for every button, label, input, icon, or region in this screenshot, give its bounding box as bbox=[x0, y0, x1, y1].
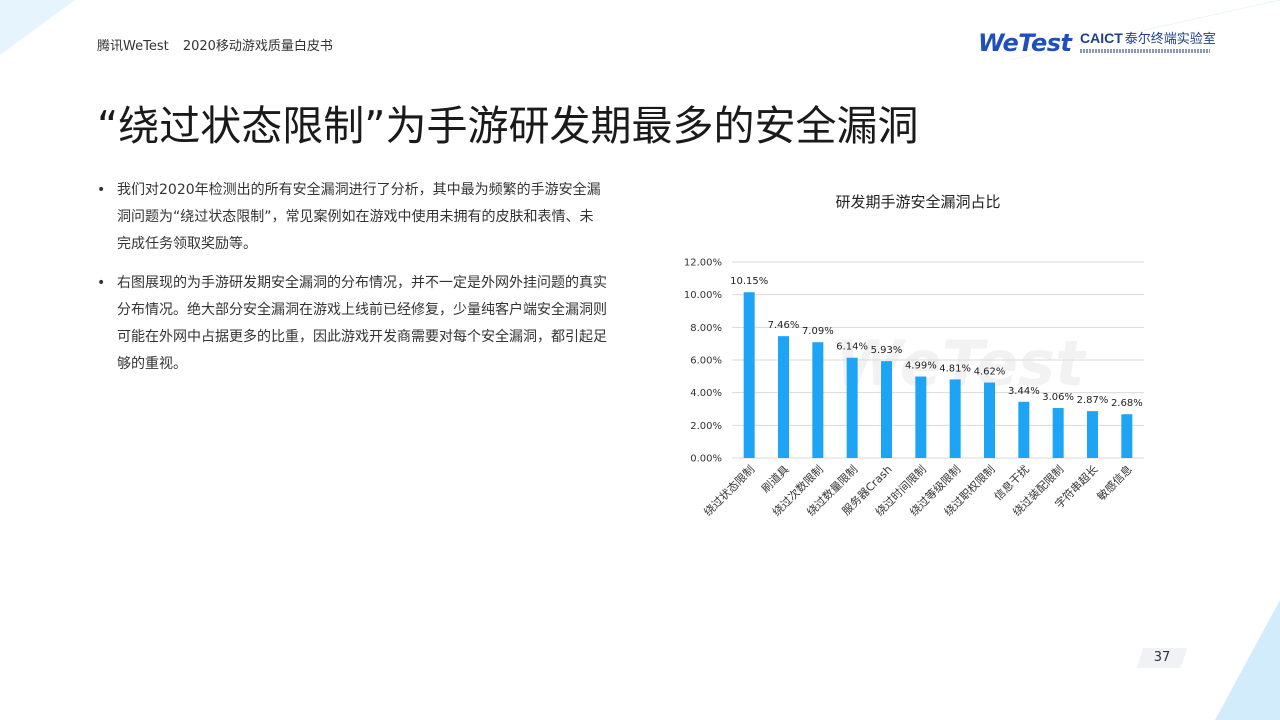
bar bbox=[743, 292, 755, 458]
bar bbox=[949, 379, 961, 458]
bar bbox=[1052, 408, 1064, 458]
x-tick-label: 绕过状态限制 bbox=[701, 462, 758, 519]
page-title: “绕过状态限制”为手游研发期最多的安全漏洞 bbox=[97, 102, 919, 150]
wetest-logo: WeTest bbox=[978, 29, 1072, 57]
caict-lab-name: 泰尔终端实验室 bbox=[1124, 32, 1216, 47]
data-label: 3.44% bbox=[1008, 386, 1040, 397]
data-label: 10.15% bbox=[730, 276, 768, 287]
y-tick-label: 2.00% bbox=[690, 421, 722, 432]
data-label: 2.87% bbox=[1077, 395, 1109, 406]
caict-subtitle-line bbox=[1080, 49, 1210, 53]
y-tick-label: 10.00% bbox=[684, 290, 722, 301]
data-label: 4.62% bbox=[974, 367, 1006, 378]
data-label: 6.14% bbox=[836, 342, 868, 353]
x-tick-label: 刷道具 bbox=[758, 462, 791, 495]
page-number: 37 bbox=[1153, 650, 1171, 665]
bar bbox=[846, 357, 858, 458]
chart-title: 研发期手游安全漏洞占比 bbox=[835, 193, 1000, 211]
y-tick-label: 4.00% bbox=[690, 388, 722, 399]
y-tick-label: 8.00% bbox=[690, 323, 722, 334]
bar bbox=[1018, 401, 1030, 458]
y-tick-label: 12.00% bbox=[684, 258, 722, 269]
bar bbox=[812, 342, 824, 458]
bar bbox=[778, 336, 789, 458]
data-label: 7.46% bbox=[768, 320, 800, 331]
y-tick-label: 6.00% bbox=[690, 356, 722, 367]
report-header: 腾讯WeTest 2020移动游戏质量白皮书 bbox=[97, 35, 333, 54]
bar bbox=[881, 361, 892, 458]
data-label: 2.68% bbox=[1111, 398, 1143, 409]
brand-name: 腾讯WeTest bbox=[97, 39, 169, 54]
page-number-badge: 37 bbox=[1136, 648, 1188, 668]
caict-logo: CAICT 泰尔终端实验室 bbox=[1080, 28, 1220, 53]
data-label: 4.99% bbox=[905, 360, 937, 371]
bullet-list: 我们对2020年检测出的所有安全漏洞进行了分析，其中最为频繁的手游安全漏洞问题为… bbox=[97, 177, 607, 390]
bar bbox=[984, 382, 995, 458]
caict-mark: CAICT bbox=[1080, 30, 1123, 46]
chart-watermark: WeTest bbox=[835, 327, 1087, 400]
chart-svg: 研发期手游安全漏洞占比 WeTest 0.00% 2.00% 4.00% 6.00% 8.0… bbox=[684, 193, 1144, 519]
bullet-item-1: 我们对2020年检测出的所有安全漏洞进行了分析，其中最为频繁的手游安全漏洞问题为… bbox=[97, 177, 607, 258]
data-label: 3.06% bbox=[1042, 392, 1074, 403]
bar-chart: 研发期手游安全漏洞占比 WeTest 0.00% 2.00% 4.00% 6.00% 8.0… bbox=[660, 180, 1180, 560]
report-name: 2020移动游戏质量白皮书 bbox=[182, 39, 333, 54]
bar bbox=[1121, 414, 1133, 458]
y-tick-label: 0.00% bbox=[690, 454, 722, 465]
bar bbox=[1087, 411, 1098, 458]
bar bbox=[915, 376, 927, 458]
data-label: 4.81% bbox=[939, 363, 971, 374]
data-label: 7.09% bbox=[802, 326, 834, 337]
x-tick-label: 敏感信息 bbox=[1094, 462, 1135, 503]
data-label: 5.93% bbox=[871, 345, 903, 356]
bullet-item-2: 右图展现的为手游研发期安全漏洞的分布情况，并不一定是外网外挂问题的真实分布情况。… bbox=[97, 270, 607, 378]
